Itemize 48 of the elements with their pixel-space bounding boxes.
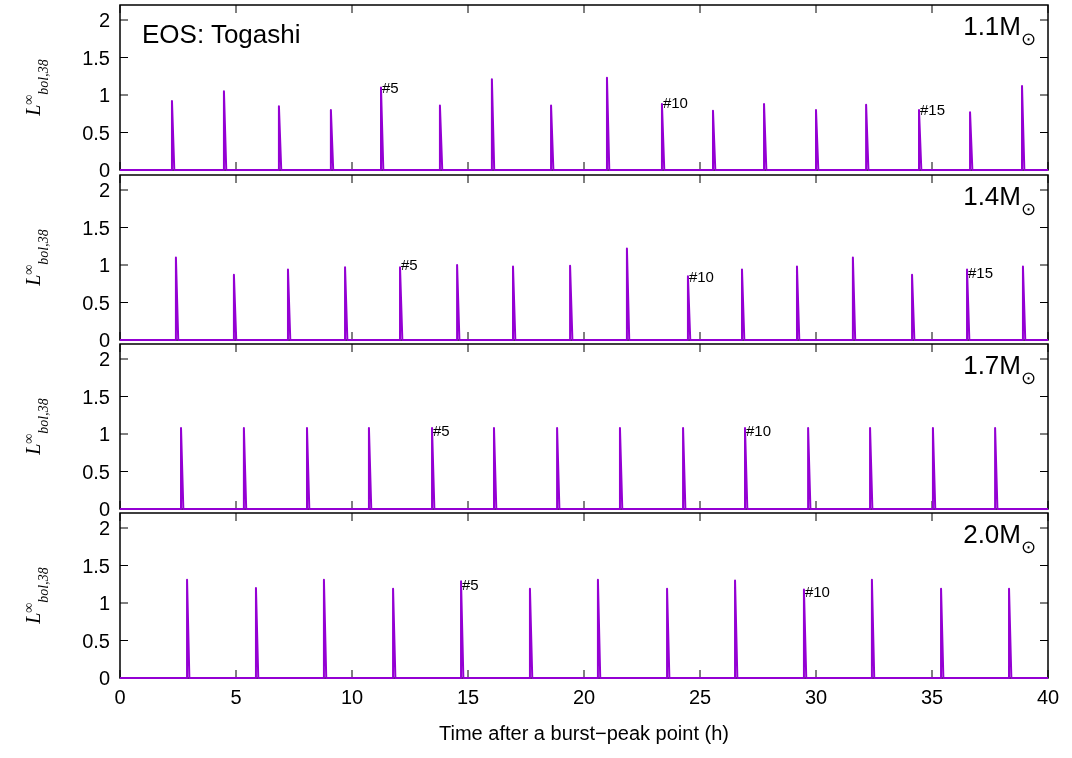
y-tick-label: 1.5 bbox=[82, 46, 110, 69]
annotation: #10 bbox=[688, 267, 714, 285]
line-series bbox=[119, 76, 1049, 171]
y-tick-label: 2 bbox=[98, 179, 110, 201]
y-tick-label: 0.5 bbox=[82, 629, 110, 652]
x-tick-label: 10 bbox=[340, 686, 364, 708]
annotation: EOS: Togashi bbox=[142, 19, 301, 49]
y-tick-label: 1 bbox=[98, 423, 110, 445]
x-tick-label: 20 bbox=[572, 686, 596, 708]
chart-title: 1.1M$_{⊙}$ bbox=[963, 11, 1036, 49]
annotation: #10 bbox=[662, 93, 688, 111]
annotation: #15 bbox=[968, 263, 994, 281]
chart-title: 1.4M$_{⊙}$ bbox=[963, 181, 1036, 219]
y-tick-label: 0.5 bbox=[82, 121, 110, 144]
y-tick-label: 2 bbox=[98, 517, 110, 539]
y-tick-label: 0.5 bbox=[82, 460, 110, 483]
y-tick-label: 1 bbox=[98, 254, 110, 276]
y-tick-label: 0 bbox=[98, 667, 110, 689]
x-tick-label: 40 bbox=[1036, 686, 1060, 708]
y-tick-label: 2 bbox=[98, 9, 110, 31]
y-tick-label: 2 bbox=[98, 348, 110, 370]
annotation: #15 bbox=[920, 101, 946, 119]
y-tick-label: 1 bbox=[98, 84, 110, 106]
x-tick-label: 25 bbox=[688, 686, 712, 708]
x-axis-title: Time after a burst−peak point (h) bbox=[439, 722, 729, 744]
x-tick-label: 35 bbox=[920, 686, 944, 708]
x-tick-label: 0 bbox=[114, 686, 126, 708]
annotation: #5 bbox=[462, 575, 479, 593]
annotation: #10 bbox=[746, 421, 772, 439]
y-tick-label: 1.5 bbox=[82, 554, 110, 577]
line-series bbox=[119, 578, 1049, 679]
y-tick-label: 0 bbox=[98, 329, 110, 351]
y-tick-label: 0.5 bbox=[82, 291, 110, 314]
annotation: #5 bbox=[433, 421, 450, 439]
x-tick-label: 15 bbox=[456, 686, 480, 708]
chart-title: 2.0M$_{⊙}$ bbox=[963, 519, 1036, 557]
line-series bbox=[119, 247, 1049, 341]
x-tick-label: 30 bbox=[804, 686, 828, 708]
y-tick-label: 1 bbox=[98, 592, 110, 614]
y-tick-label: 0 bbox=[98, 498, 110, 520]
annotation: #5 bbox=[401, 256, 418, 274]
y-tick-label: 0 bbox=[98, 159, 110, 181]
annotation: #5 bbox=[382, 78, 399, 96]
chart-title: 1.7M$_{⊙}$ bbox=[963, 350, 1036, 388]
x-tick-label: 5 bbox=[230, 686, 242, 708]
annotation: #10 bbox=[804, 583, 830, 600]
y-tick-label: 1.5 bbox=[82, 216, 110, 239]
y-tick-label: 1.5 bbox=[82, 385, 110, 408]
